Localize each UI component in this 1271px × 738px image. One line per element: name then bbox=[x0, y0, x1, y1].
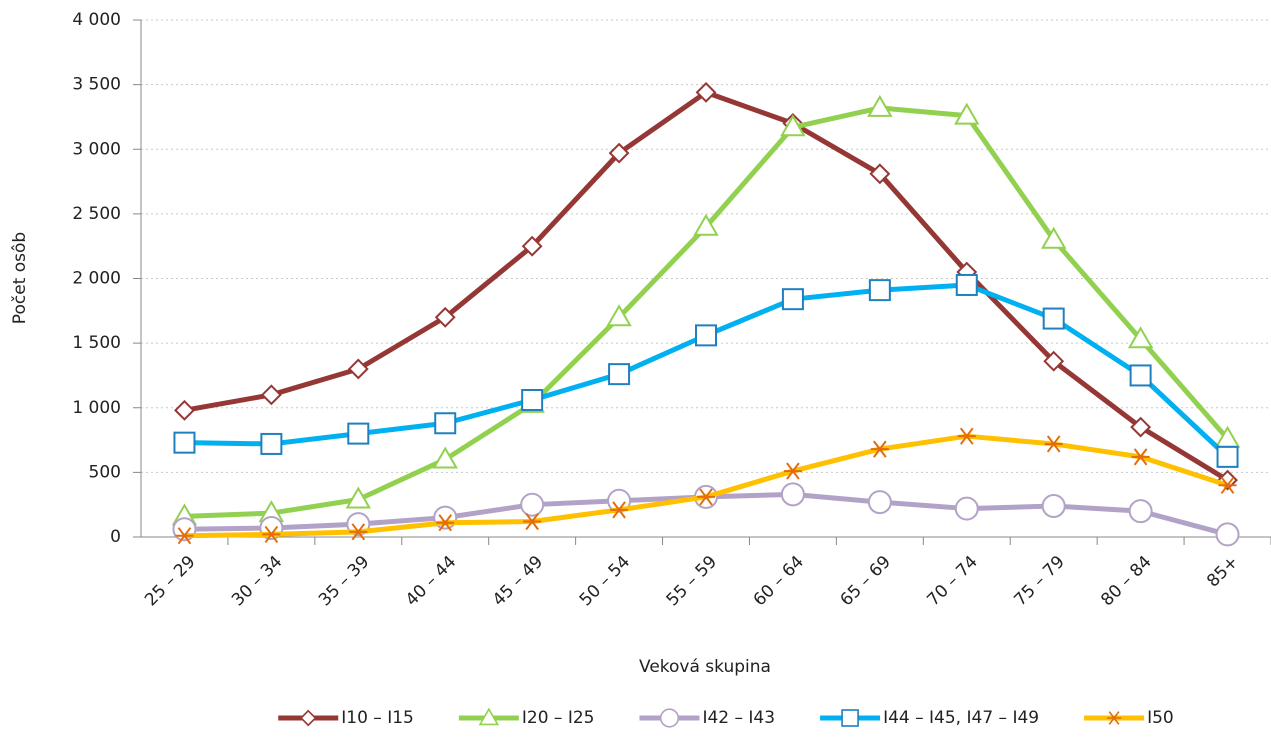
marker bbox=[957, 427, 976, 445]
y-tick-label: 3 500 bbox=[72, 75, 121, 95]
x-tick-label: 30 – 34 bbox=[228, 552, 286, 610]
marker bbox=[695, 81, 717, 103]
marker bbox=[1215, 522, 1240, 547]
x-tick-label: 35 – 39 bbox=[315, 552, 373, 610]
x-tick-label: 70 – 74 bbox=[923, 552, 981, 610]
marker bbox=[174, 399, 195, 421]
marker bbox=[608, 363, 631, 386]
marker bbox=[345, 486, 372, 509]
marker bbox=[260, 432, 283, 455]
legend-label: I50 bbox=[1147, 708, 1174, 728]
marker bbox=[523, 512, 542, 531]
legend-label: I42 – I43 bbox=[702, 708, 775, 728]
marker bbox=[347, 358, 369, 380]
marker bbox=[432, 446, 458, 469]
marker bbox=[780, 114, 806, 137]
x-tick-label: 45 – 49 bbox=[489, 552, 547, 610]
marker bbox=[260, 384, 282, 406]
series-line bbox=[184, 105, 1230, 519]
y-axis-title: Počet osôb bbox=[10, 232, 30, 324]
marker bbox=[780, 482, 805, 507]
y-tick-label: 1 500 bbox=[72, 333, 121, 353]
y-tick-label: 4 000 bbox=[72, 10, 121, 30]
marker bbox=[521, 235, 543, 257]
marker bbox=[870, 440, 889, 458]
marker bbox=[1128, 499, 1153, 524]
series-line bbox=[184, 282, 1230, 459]
x-tick-label: 80 – 84 bbox=[1097, 552, 1155, 610]
marker bbox=[1043, 350, 1065, 372]
x-tick-label: 85+ bbox=[1203, 552, 1243, 592]
marker bbox=[867, 490, 892, 515]
legend-label: I10 – I15 bbox=[341, 708, 414, 728]
y-tick-label: 2 000 bbox=[72, 269, 121, 289]
marker bbox=[955, 273, 978, 296]
y-tick-label: 0 bbox=[110, 527, 121, 547]
marker bbox=[606, 304, 632, 327]
marker bbox=[1042, 307, 1065, 330]
x-tick-label: 75 – 79 bbox=[1010, 552, 1068, 610]
marker bbox=[867, 94, 893, 117]
series-line bbox=[184, 89, 1229, 483]
marker bbox=[693, 213, 719, 236]
marker bbox=[781, 288, 804, 311]
marker bbox=[520, 492, 545, 517]
marker bbox=[1130, 416, 1152, 438]
x-axis-title: Veková skupina bbox=[639, 657, 771, 677]
y-tick-label: 3 000 bbox=[72, 139, 121, 159]
marker bbox=[954, 102, 980, 125]
y-tick-label: 2 500 bbox=[72, 204, 121, 224]
marker bbox=[1040, 226, 1067, 249]
marker bbox=[954, 496, 979, 521]
marker bbox=[841, 709, 859, 727]
marker bbox=[697, 488, 715, 506]
x-tick-label: 60 – 64 bbox=[750, 552, 808, 610]
marker bbox=[869, 163, 891, 185]
marker bbox=[434, 412, 457, 435]
marker bbox=[478, 707, 500, 726]
x-tick-label: 65 – 69 bbox=[837, 552, 895, 610]
marker bbox=[521, 388, 544, 411]
legend: I10 – I15 I20 – I25 I42 – I43 I44 – I45, I4… bbox=[278, 707, 1174, 728]
marker bbox=[1044, 435, 1063, 453]
legend-label: I20 – I25 bbox=[522, 708, 595, 728]
marker bbox=[1131, 448, 1150, 466]
marker bbox=[868, 279, 891, 302]
marker bbox=[695, 324, 717, 347]
marker bbox=[434, 306, 456, 328]
marker bbox=[299, 709, 317, 727]
x-tick-label: 55 – 59 bbox=[663, 552, 721, 610]
legend-label: I44 – I45, I47 – I49 bbox=[883, 708, 1039, 728]
x-tick-label: 50 – 54 bbox=[576, 552, 634, 610]
marker bbox=[659, 708, 680, 728]
marker bbox=[436, 514, 455, 532]
marker bbox=[349, 523, 368, 541]
marker bbox=[262, 525, 281, 544]
marker bbox=[347, 422, 370, 445]
x-tick-label: 25 – 29 bbox=[141, 552, 199, 610]
x-tick-label: 40 – 44 bbox=[402, 552, 460, 610]
marker bbox=[173, 431, 196, 454]
marker bbox=[1218, 476, 1237, 494]
marker bbox=[1106, 711, 1122, 725]
marker bbox=[608, 142, 630, 164]
y-tick-label: 1 000 bbox=[72, 398, 121, 418]
marker bbox=[1127, 326, 1154, 349]
marker bbox=[1216, 445, 1239, 468]
marker bbox=[175, 527, 194, 545]
y-tick-label: 500 bbox=[89, 462, 121, 482]
marker bbox=[610, 501, 629, 519]
marker bbox=[783, 462, 802, 480]
marker bbox=[1129, 364, 1152, 387]
marker bbox=[1041, 493, 1066, 518]
